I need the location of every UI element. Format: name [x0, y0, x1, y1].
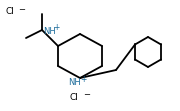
Text: Cl: Cl [70, 92, 79, 101]
Text: −: − [83, 90, 90, 99]
Text: Cl: Cl [5, 8, 14, 17]
Text: +: + [53, 23, 59, 32]
Text: +: + [80, 74, 86, 83]
Text: NH: NH [43, 27, 56, 36]
Text: NH: NH [68, 77, 81, 86]
Text: −: − [18, 6, 25, 15]
